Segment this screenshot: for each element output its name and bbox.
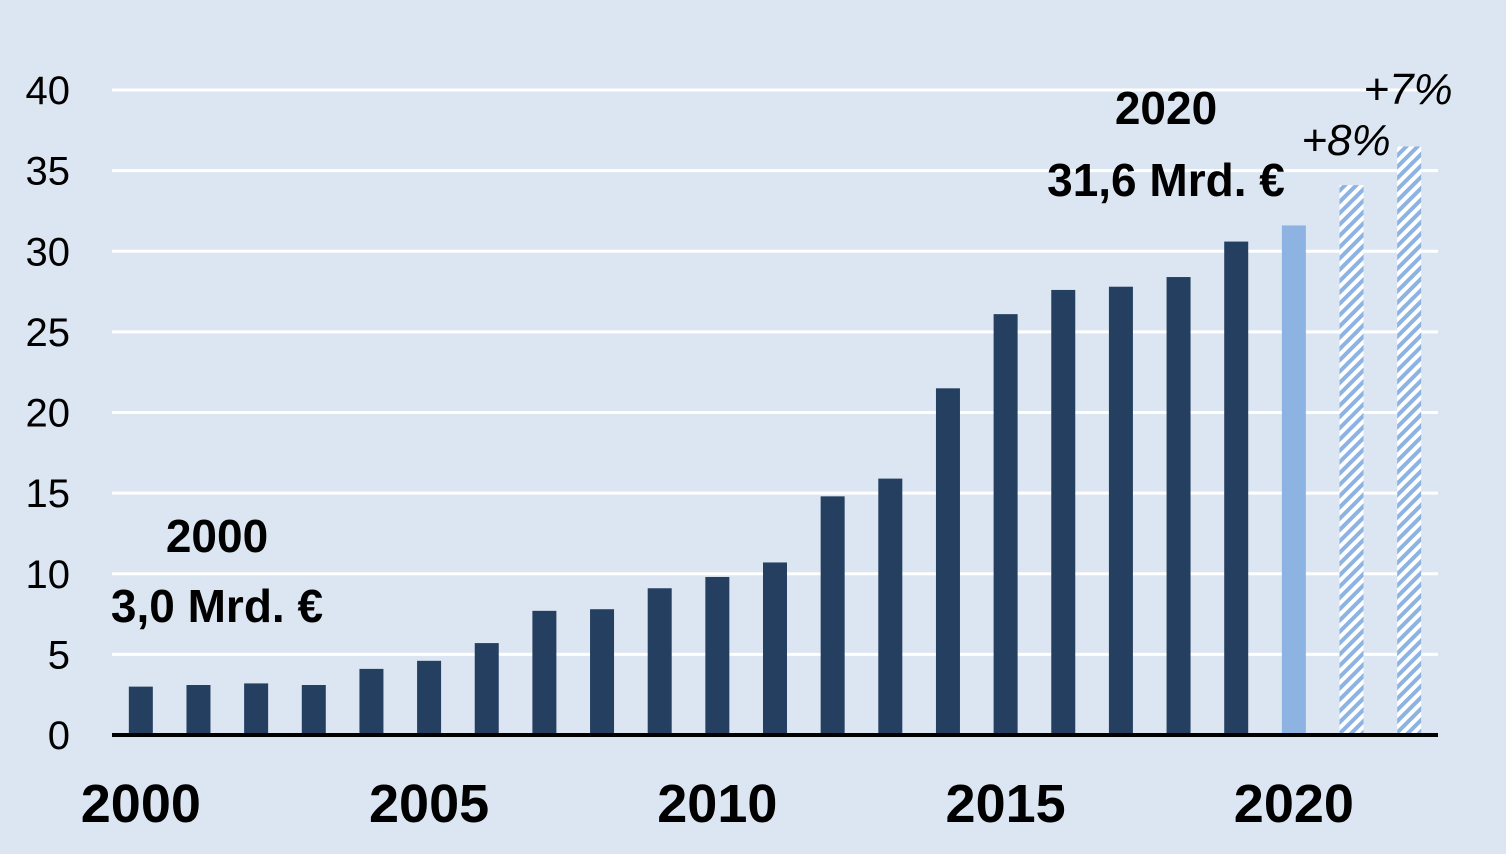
bars bbox=[128, 146, 1422, 735]
y-tick-label: 5 bbox=[48, 633, 70, 677]
bar-2017 bbox=[1108, 286, 1133, 735]
annotation-growth-2022: +7% bbox=[1363, 65, 1452, 114]
bar-2004 bbox=[359, 668, 384, 735]
y-tick-label: 30 bbox=[26, 230, 71, 274]
bar-2020 bbox=[1281, 225, 1306, 735]
gridlines bbox=[112, 88, 1438, 656]
annotation-start-year: 2000 bbox=[166, 510, 268, 562]
bar-2014 bbox=[935, 388, 960, 735]
bar-2019 bbox=[1224, 241, 1249, 735]
bar-2009 bbox=[647, 588, 672, 735]
y-tick-label: 25 bbox=[26, 311, 71, 355]
bar-2013 bbox=[878, 478, 903, 735]
y-tick-label: 40 bbox=[26, 69, 71, 113]
bar-2016 bbox=[1051, 289, 1076, 735]
annotation-end-value: 31,6 Mrd. € bbox=[1047, 154, 1285, 206]
bar-2005 bbox=[417, 660, 442, 735]
y-tick-label: 15 bbox=[26, 472, 71, 516]
bar-2007 bbox=[532, 610, 557, 735]
bar-2002 bbox=[244, 683, 269, 735]
bar-2006 bbox=[474, 643, 499, 735]
bar-2001 bbox=[186, 685, 211, 735]
bar-2008 bbox=[590, 609, 615, 735]
x-tick-label: 2020 bbox=[1234, 774, 1354, 834]
annotation-end-year: 2020 bbox=[1115, 82, 1217, 134]
y-axis-ticks: 0 5 10 15 20 25 30 35 40 bbox=[26, 69, 71, 758]
x-axis-ticks: 2000 2005 2010 2015 2020 bbox=[81, 774, 1354, 834]
y-tick-label: 0 bbox=[48, 714, 70, 758]
bar-2000 bbox=[128, 686, 153, 735]
annotation-growth-2021: +8% bbox=[1301, 116, 1390, 165]
y-tick-label: 10 bbox=[26, 553, 71, 597]
x-tick-label: 2000 bbox=[81, 774, 201, 834]
bar-2003 bbox=[301, 685, 326, 735]
y-tick-label: 20 bbox=[26, 392, 71, 436]
bar-2010 bbox=[705, 576, 730, 735]
y-tick-label: 35 bbox=[26, 150, 71, 194]
x-tick-label: 2015 bbox=[946, 774, 1066, 834]
bar-2018 bbox=[1166, 277, 1191, 735]
bar-2022 bbox=[1397, 146, 1422, 735]
x-tick-label: 2010 bbox=[657, 774, 777, 834]
bar-2015 bbox=[993, 314, 1018, 735]
bar-2012 bbox=[820, 496, 845, 735]
bar-2011 bbox=[763, 562, 787, 735]
annotation-start-value: 3,0 Mrd. € bbox=[111, 580, 323, 632]
x-tick-label: 2005 bbox=[369, 774, 489, 834]
bar-2021 bbox=[1339, 185, 1364, 735]
